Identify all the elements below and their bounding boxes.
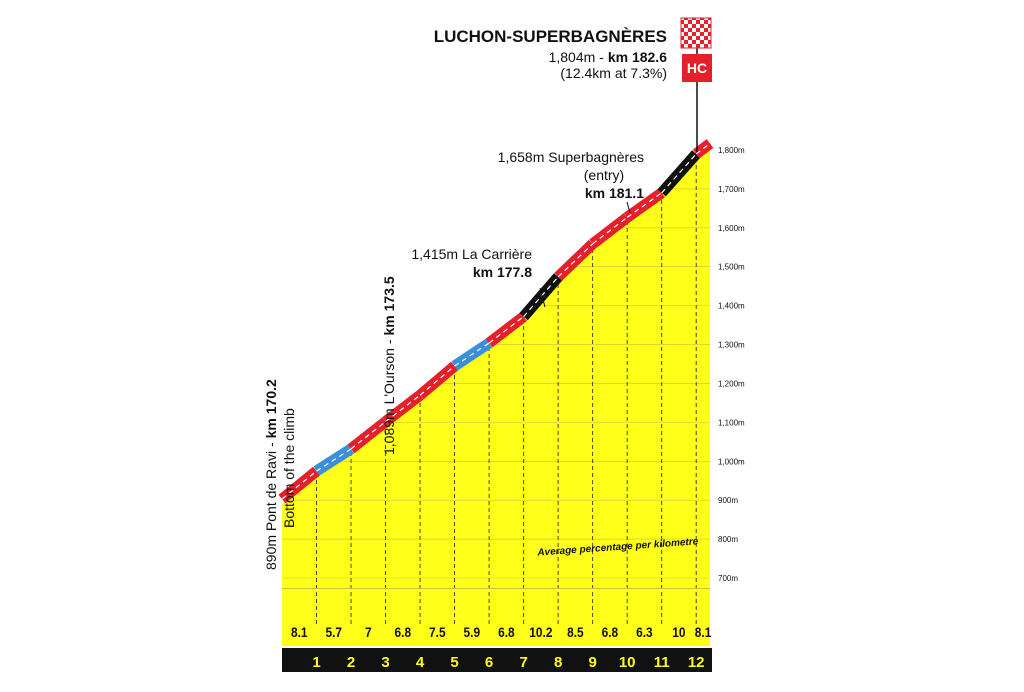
- x-tick-label: 10: [619, 654, 636, 671]
- annotation-text: 890m Pont de Ravi -: [263, 442, 279, 570]
- finish-flag: [680, 17, 712, 49]
- annotation: 1,089m L'Ourson - km 173.5: [381, 276, 397, 455]
- category-label: HC: [687, 60, 707, 76]
- gradient-label: 6.8: [395, 624, 412, 640]
- center-dash: [488, 316, 524, 344]
- y-tick-label: 1,600m: [718, 224, 745, 233]
- y-tick-label: 1,100m: [718, 418, 745, 427]
- x-tick-label: 4: [416, 654, 425, 671]
- annotation-note: Bottom of the climb: [281, 408, 297, 528]
- annotation-km: km 181.1: [585, 185, 644, 201]
- summit-stats: (12.4km at 7.3%): [560, 65, 667, 81]
- profile-segment: [657, 150, 701, 197]
- gradient-label: 8.1: [291, 624, 308, 640]
- annotation-km: km 177.8: [473, 264, 532, 280]
- gradient-label: 7.5: [429, 624, 446, 640]
- x-tick-label: 9: [588, 654, 596, 671]
- center-dash: [592, 216, 628, 245]
- y-tick-label: 1,500m: [718, 263, 745, 272]
- center-dash: [281, 470, 317, 500]
- gradient-label: 6.3: [636, 624, 653, 640]
- x-tick-label: 6: [485, 654, 493, 671]
- category-badge: [682, 54, 712, 82]
- profile: 8.1 5.7 7 6.8 7.5 5.9 6.8 10.2 8.5 6.8 6.3 10 8.11 2 3…: [278, 139, 745, 672]
- y-tick-label: 1,200m: [718, 379, 745, 388]
- gradient-label: 8.1: [695, 624, 712, 640]
- annotation: 1,658m Superbagnères: [498, 149, 644, 165]
- y-tick-label: 1,300m: [718, 341, 745, 350]
- center-dash: [350, 421, 386, 450]
- x-tick-label: 5: [450, 654, 458, 671]
- gradient-label: 6.8: [498, 624, 515, 640]
- center-dash: [626, 192, 663, 218]
- gradient-label: 5.7: [326, 624, 343, 640]
- y-tick-label: 1,800m: [718, 146, 745, 155]
- gradient-label: 10.2: [529, 624, 552, 640]
- gradient-label: 8.5: [567, 624, 584, 640]
- center-dash: [454, 342, 490, 367]
- x-tick-label: 12: [688, 654, 705, 671]
- summit-km: km 182.6: [608, 49, 667, 65]
- annotation-text: 1,089m L'Ourson -: [381, 339, 397, 455]
- center-dash: [316, 448, 352, 472]
- gradient-label: 5.9: [464, 624, 481, 640]
- annotation-note: (entry): [584, 167, 624, 183]
- profile-segment: [519, 273, 563, 321]
- annotation: 890m Pont de Ravi - km 170.2: [263, 379, 279, 570]
- gradient-band-edge: [282, 588, 710, 589]
- summit-elevation: 1,804m -: [549, 49, 605, 65]
- y-tick-label: 1,000m: [718, 457, 745, 466]
- gradient-label: 6.8: [602, 624, 619, 640]
- leader-line: [539, 287, 546, 308]
- chart-title: LUCHON-SUPERBAGNÈRES: [434, 27, 667, 46]
- y-tick-label: 700m: [718, 574, 738, 583]
- x-tick-label: 1: [312, 654, 320, 671]
- annotation-km: km 173.5: [381, 276, 397, 335]
- x-tick-label: 3: [381, 654, 389, 671]
- y-tick-label: 800m: [718, 535, 738, 544]
- annotation: 1,415m La Carrière: [411, 246, 532, 262]
- center-dash: [419, 365, 455, 396]
- gradient-label: 7: [365, 624, 372, 640]
- leader-line: [626, 201, 631, 214]
- y-tick-label: 900m: [718, 496, 738, 505]
- y-tick-label: 1,700m: [718, 185, 745, 194]
- x-tick-label: 7: [519, 654, 527, 671]
- x-tick-label: 2: [347, 654, 355, 671]
- gradient-label: 10: [672, 624, 685, 640]
- x-tick-label: 11: [654, 654, 670, 671]
- center-dash: [695, 142, 711, 155]
- km-band: [282, 648, 712, 672]
- center-dash: [385, 394, 421, 423]
- annotation-km: km 170.2: [263, 379, 279, 438]
- center-dash: [557, 243, 594, 278]
- y-tick-label: 1,400m: [718, 302, 745, 311]
- summit-info: 1,804m - km 182.6: [549, 49, 668, 65]
- elevation-area: [282, 148, 710, 646]
- x-tick-label: 8: [554, 654, 562, 671]
